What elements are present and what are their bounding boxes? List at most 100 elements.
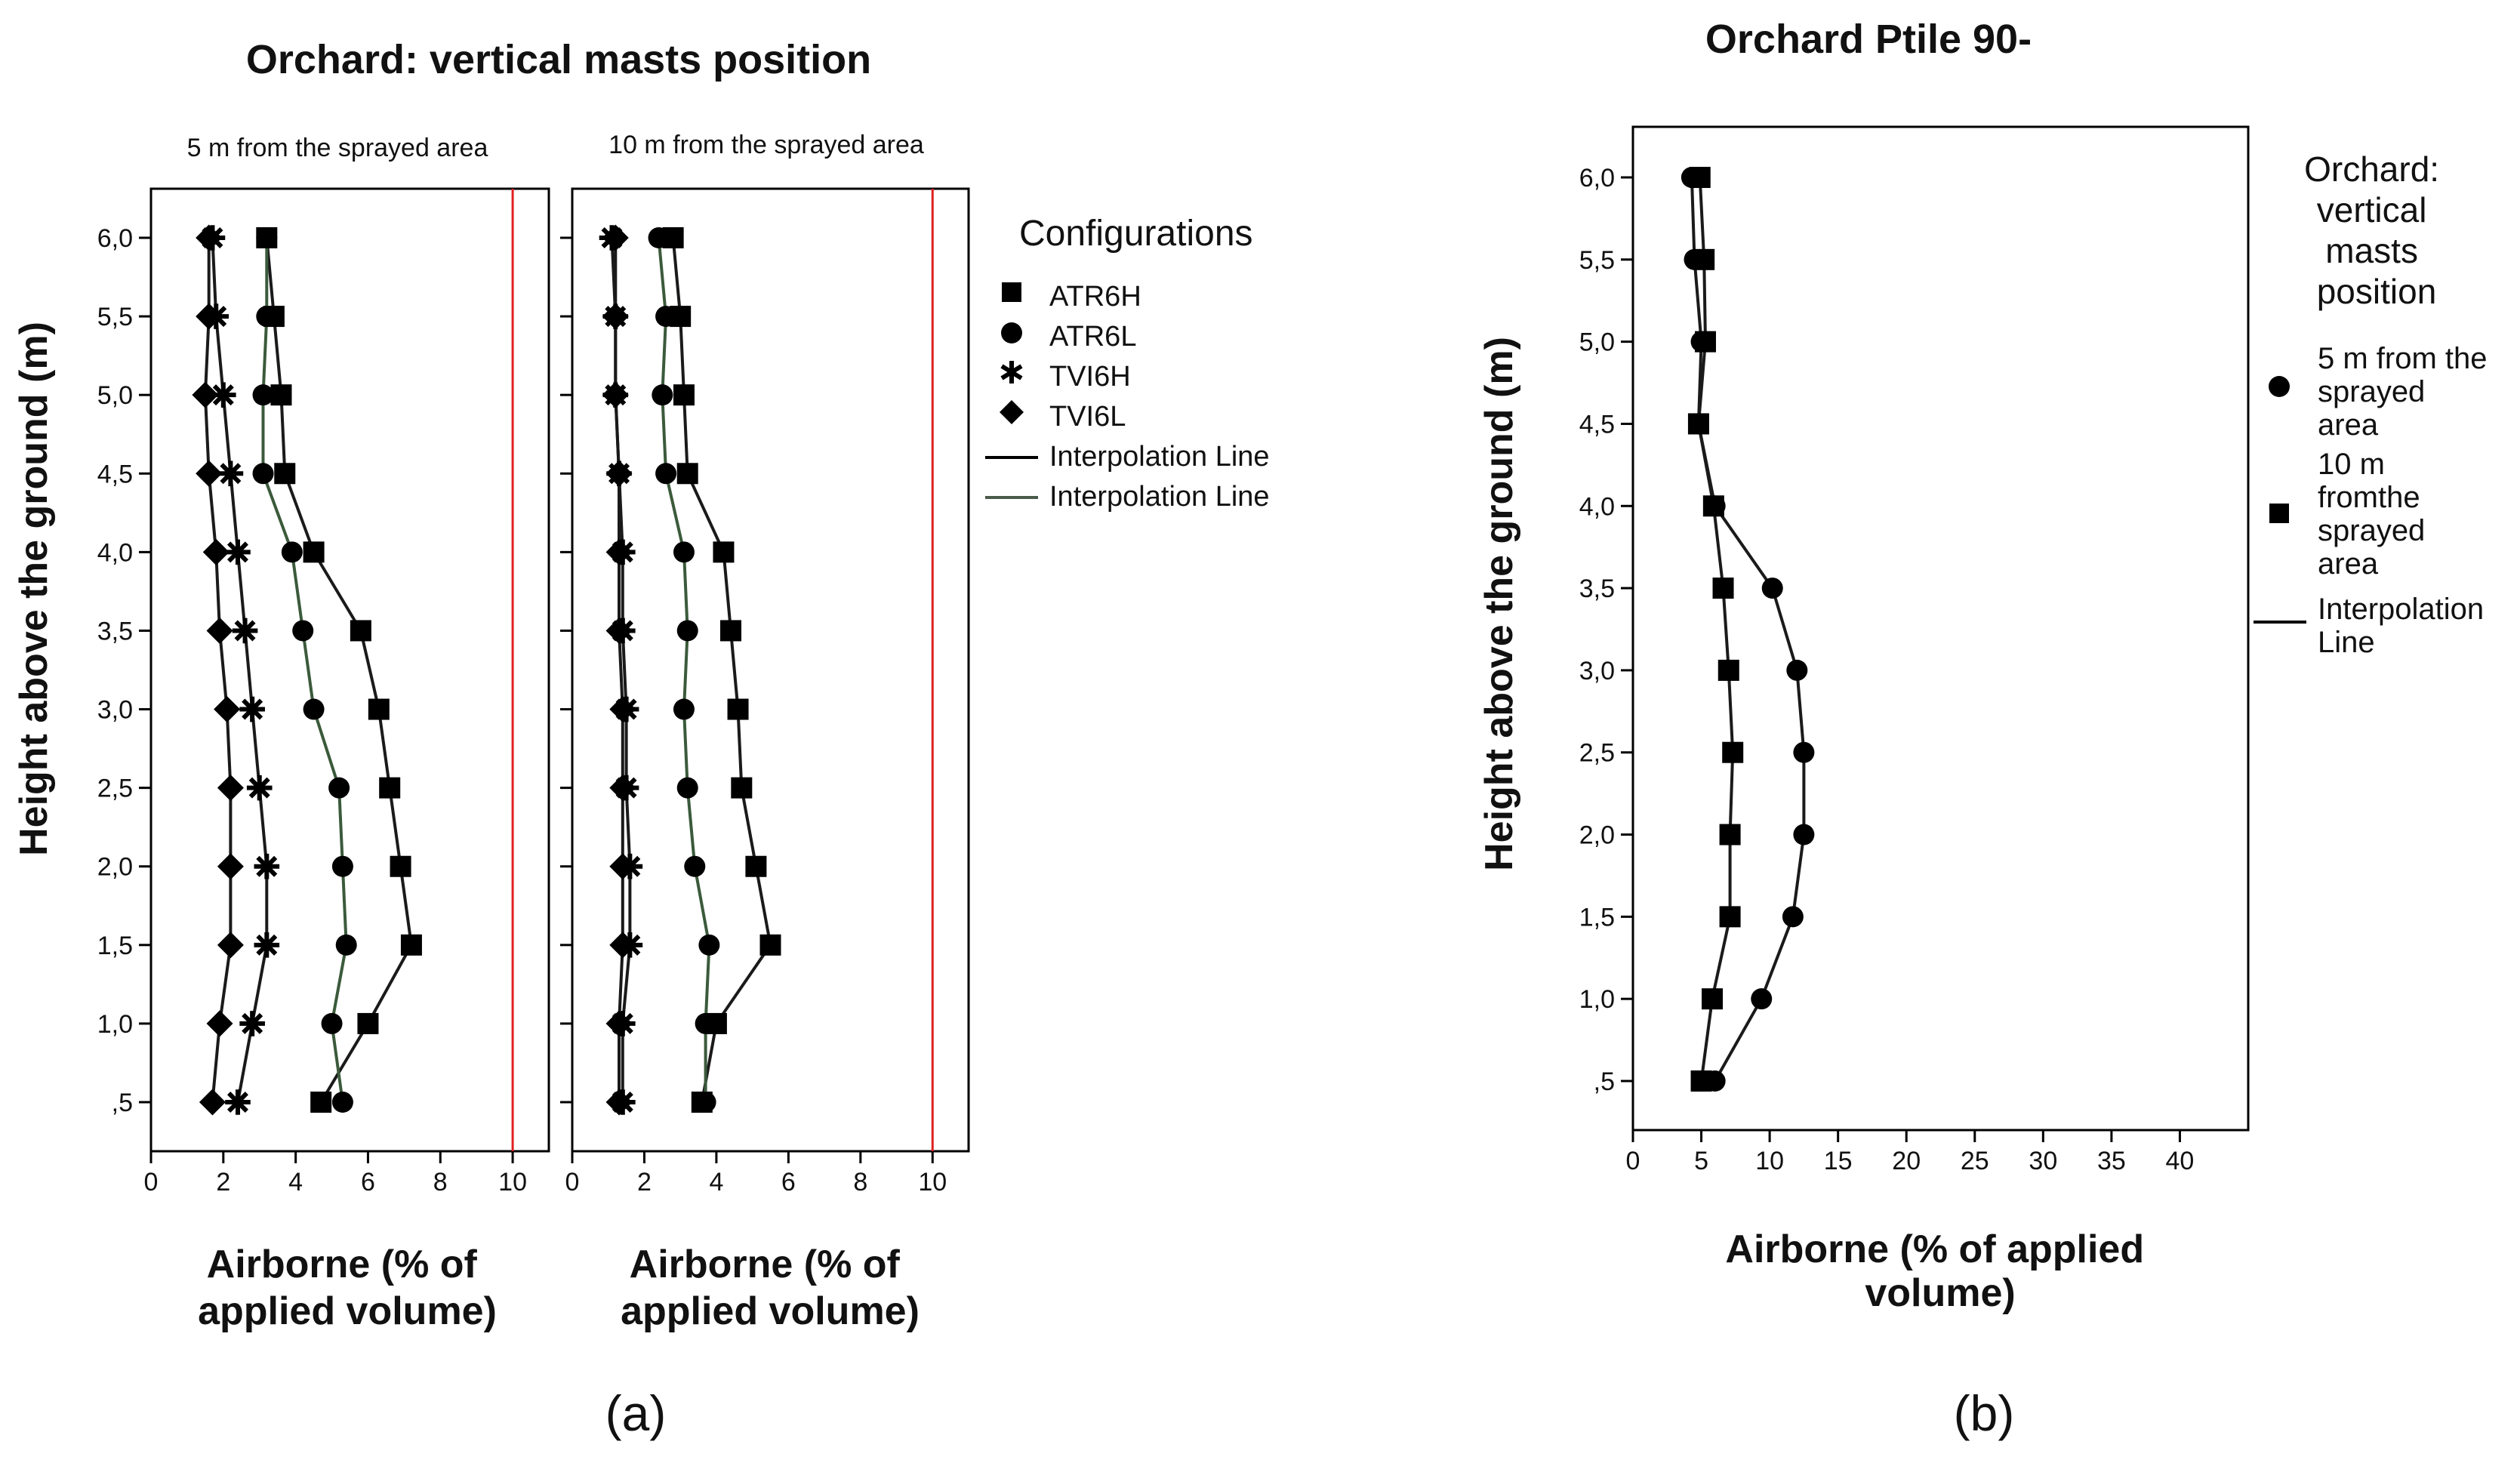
x-tick-label: 2 <box>637 1168 652 1197</box>
data-point-square <box>274 463 296 485</box>
y-tick-label: 5,0 <box>97 381 133 410</box>
data-point-diamond <box>196 303 223 330</box>
data-point-circle <box>321 1012 343 1034</box>
series-line <box>265 237 413 1104</box>
data-point-square <box>368 698 390 720</box>
y-tick-label: ,5 <box>1594 1067 1615 1096</box>
data-point-circle <box>256 306 278 328</box>
legend-title: Configurations <box>1019 214 1253 254</box>
data-point-square <box>400 934 422 956</box>
data-point-diamond <box>609 932 636 959</box>
data-point-circle <box>673 541 695 563</box>
x-tick-label: 8 <box>853 1168 867 1197</box>
x-tick-label: 0 <box>1626 1147 1640 1175</box>
data-point-square <box>357 1012 379 1034</box>
legend-item-line: 10 m <box>2318 448 2385 481</box>
data-point-circle <box>1786 659 1808 681</box>
data-point-star <box>232 618 258 644</box>
legend-star-marker <box>1000 361 1023 383</box>
panel-b-plot: 0 5 10 15 20 25 30 35 40 ,5 1,0 1,5 2,0 2,5 3,0 3,5 4,0 4… <box>1579 125 2250 1175</box>
data-point-circle <box>698 934 720 956</box>
data-point-square <box>1719 824 1741 845</box>
y-tick-label: 5,5 <box>1579 246 1615 275</box>
legend-item-interpolation-1: Interpolation Line <box>1049 441 1270 473</box>
series-line <box>211 237 269 1103</box>
data-point-star <box>225 539 251 565</box>
x-label-line-1: Airborne (% of applied <box>1725 1227 2144 1271</box>
data-point-circle <box>1761 578 1783 599</box>
x-tick-label: 5 <box>1694 1147 1708 1175</box>
data-point-square <box>1689 167 1711 188</box>
x-label-line-2: applied volume) <box>198 1289 497 1333</box>
x-tick-label: 6 <box>361 1168 375 1197</box>
plot-frame <box>149 187 550 1153</box>
x-tick-label: 10 <box>498 1168 527 1197</box>
panel-a-caption: (a) <box>605 1385 667 1441</box>
series-line <box>614 238 624 1102</box>
data-point-diamond <box>202 538 230 565</box>
legend-item-line: area <box>2318 547 2379 581</box>
series-line <box>1696 177 1735 1082</box>
data-point-diamond <box>605 1010 633 1037</box>
legend-item-10m: 10 m fromthe sprayed area <box>2318 448 2433 581</box>
x-label-line-2: applied volume) <box>621 1289 920 1333</box>
data-point-diamond <box>217 775 244 802</box>
data-point-circle <box>684 855 706 877</box>
data-point-square <box>673 384 695 406</box>
data-point-square <box>310 1092 332 1113</box>
data-point-square <box>745 855 767 877</box>
legend-item-atr6l: ATR6L <box>1049 321 1136 353</box>
y-tick-label: 1,0 <box>1579 985 1615 1014</box>
y-tick-label: ,5 <box>112 1089 133 1117</box>
legend-item-line: fromthe <box>2318 481 2420 514</box>
data-point-circle <box>331 855 353 877</box>
legend-item-atr6h: ATR6H <box>1049 281 1141 313</box>
data-point-square <box>379 777 401 799</box>
legend-item-line: Line <box>2318 626 2375 659</box>
data-point-circle <box>256 227 278 248</box>
legend-circle-marker <box>2269 376 2290 397</box>
y-tick-label: 1,5 <box>1579 903 1615 932</box>
x-tick-label: 15 <box>1824 1147 1853 1175</box>
data-point-circle <box>1782 906 1804 928</box>
y-tick-label: 2,0 <box>1579 821 1615 850</box>
y-tick-label: 6,0 <box>97 224 133 253</box>
x-label-line-1: Airborne (% of <box>630 1243 901 1286</box>
series-line <box>203 238 233 1103</box>
legend-item-interpolation: Interpolation Line <box>2318 593 2492 659</box>
data-point-circle <box>655 306 677 328</box>
data-point-star <box>254 932 280 958</box>
data-point-square <box>727 698 749 720</box>
y-tick-label: 3,0 <box>97 696 133 725</box>
panel-b-legend: Orchard: vertical masts position 5 m fro… <box>2254 149 2492 659</box>
x-tick-label: 40 <box>2166 1147 2195 1175</box>
panel-b-y-axis-label: Height above the ground (m) <box>1477 337 1521 871</box>
x-tick-label: 20 <box>1892 1147 1921 1175</box>
y-tick-label: 1,0 <box>97 1010 133 1039</box>
data-point-circle <box>335 934 357 956</box>
data-point-circle <box>281 541 303 563</box>
legend-item-line: Interpolation <box>2318 593 2484 626</box>
x-label-line-2: volume) <box>1865 1271 2015 1315</box>
y-tick-label: 4,5 <box>1579 410 1615 439</box>
panel-a-left-x-axis-label: Airborne (% of applied volume) <box>198 1243 497 1333</box>
data-point-diamond <box>214 696 241 723</box>
legend-item-tvi6l: TVI6L <box>1049 401 1126 433</box>
panel-b-caption: (b) <box>1954 1385 2015 1441</box>
panel-a-y-axis-label: Height above the ground (m) <box>12 322 56 856</box>
y-tick-label: 2,0 <box>97 853 133 882</box>
data-point-circle <box>303 698 325 720</box>
data-point-diamond <box>609 696 636 723</box>
data-point-circle <box>1751 988 1773 1010</box>
series-line <box>657 237 711 1102</box>
data-point-circle <box>1793 824 1815 845</box>
data-point-diamond <box>206 617 233 644</box>
panel-a-left-plot: 0 2 4 6 8 10 ,5 1,0 1,5 2,0 2,5 3,0 3,5 4,0 4,5 5,0 5,5 6… <box>97 187 550 1197</box>
data-point-circle <box>652 384 673 406</box>
x-label-line-1: Airborne (% of <box>207 1243 478 1286</box>
x-tick-label: 30 <box>2029 1147 2057 1175</box>
data-point-circle <box>1793 741 1815 763</box>
data-point-circle <box>328 777 350 799</box>
data-point-circle <box>695 1012 716 1034</box>
